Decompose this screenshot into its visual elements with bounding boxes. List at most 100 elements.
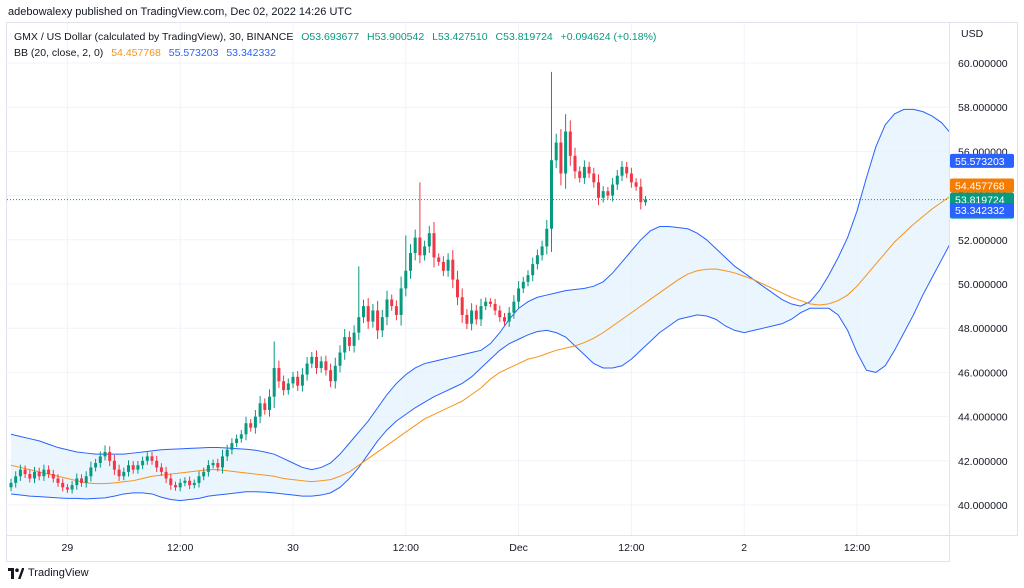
candle[interactable]: [545, 219, 549, 255]
candle[interactable]: [216, 458, 220, 472]
candle[interactable]: [338, 345, 342, 373]
time-axis[interactable]: [6, 536, 950, 562]
candle[interactable]: [512, 295, 516, 319]
candle[interactable]: [644, 195, 647, 206]
candle[interactable]: [535, 249, 539, 270]
candle[interactable]: [122, 467, 126, 481]
candle[interactable]: [206, 460, 210, 477]
candle[interactable]: [347, 331, 351, 352]
candle[interactable]: [197, 471, 201, 488]
candle[interactable]: [507, 306, 511, 327]
candle[interactable]: [202, 467, 206, 481]
candle[interactable]: [423, 240, 427, 261]
candle[interactable]: [174, 481, 177, 491]
candle[interactable]: [498, 305, 502, 322]
candle[interactable]: [183, 477, 187, 487]
candle[interactable]: [89, 461, 93, 482]
candle[interactable]: [103, 445, 107, 461]
candle[interactable]: [503, 312, 506, 326]
candle[interactable]: [639, 178, 643, 210]
candle[interactable]: [564, 114, 568, 189]
candle[interactable]: [305, 357, 309, 381]
candle[interactable]: [601, 186, 605, 203]
candle[interactable]: [597, 174, 600, 206]
candle[interactable]: [371, 304, 375, 328]
candle[interactable]: [47, 465, 51, 479]
candle[interactable]: [51, 469, 55, 483]
candle[interactable]: [517, 281, 521, 309]
candle[interactable]: [357, 266, 361, 340]
candle[interactable]: [239, 430, 243, 443]
candle[interactable]: [188, 476, 192, 490]
candle[interactable]: [446, 253, 450, 277]
candle[interactable]: [150, 452, 154, 465]
candle[interactable]: [178, 478, 182, 492]
candle[interactable]: [470, 303, 474, 331]
candle[interactable]: [366, 298, 370, 329]
candle[interactable]: [136, 461, 140, 474]
candle[interactable]: [578, 166, 582, 183]
candle[interactable]: [112, 455, 116, 475]
bb-indicator-label[interactable]: BB (20, close, 2, 0): [14, 47, 104, 59]
candle[interactable]: [441, 256, 445, 277]
candle[interactable]: [225, 444, 229, 462]
candle[interactable]: [606, 186, 610, 200]
candle[interactable]: [263, 398, 267, 415]
candle[interactable]: [56, 474, 60, 487]
candle[interactable]: [484, 297, 488, 311]
candle[interactable]: [437, 253, 441, 266]
candle[interactable]: [145, 452, 149, 465]
candle[interactable]: [413, 229, 417, 261]
candle[interactable]: [554, 133, 558, 169]
candle[interactable]: [592, 167, 596, 188]
candle[interactable]: [258, 396, 262, 424]
candle[interactable]: [526, 270, 530, 287]
candle[interactable]: [169, 473, 173, 490]
candle[interactable]: [479, 298, 483, 326]
candle[interactable]: [221, 449, 224, 474]
candle[interactable]: [9, 478, 13, 492]
candle[interactable]: [235, 434, 239, 448]
candle[interactable]: [324, 355, 328, 376]
candle[interactable]: [432, 222, 436, 268]
candle[interactable]: [385, 290, 389, 326]
candle[interactable]: [253, 410, 257, 434]
candle[interactable]: [230, 438, 234, 455]
candle[interactable]: [587, 161, 591, 179]
candle[interactable]: [625, 161, 629, 179]
candle[interactable]: [75, 473, 79, 490]
candle[interactable]: [465, 309, 469, 330]
price-badge[interactable]: 55.573203: [950, 153, 1014, 168]
candle[interactable]: [28, 469, 32, 483]
candle[interactable]: [164, 466, 168, 484]
candle[interactable]: [282, 375, 286, 396]
candle[interactable]: [300, 368, 304, 392]
candle[interactable]: [14, 471, 18, 488]
candle[interactable]: [329, 363, 333, 388]
candle[interactable]: [249, 419, 253, 432]
symbol-title[interactable]: GMX / US Dollar (calculated by TradingVi…: [14, 31, 294, 43]
candle[interactable]: [611, 178, 615, 202]
price-axis[interactable]: [950, 22, 1018, 536]
candle[interactable]: [404, 235, 408, 297]
candle[interactable]: [192, 479, 196, 489]
candle[interactable]: [291, 371, 295, 389]
candle[interactable]: [427, 225, 431, 254]
candle[interactable]: [568, 120, 572, 166]
candle[interactable]: [615, 169, 619, 190]
candle[interactable]: [117, 464, 121, 481]
currency-label[interactable]: USD: [961, 28, 984, 40]
candle[interactable]: [296, 371, 300, 391]
candle[interactable]: [272, 341, 276, 408]
footer-brand[interactable]: TradingView: [8, 567, 89, 579]
candle[interactable]: [540, 240, 544, 261]
candle[interactable]: [37, 467, 41, 481]
candle[interactable]: [277, 360, 281, 388]
candle[interactable]: [315, 350, 318, 374]
candle[interactable]: [127, 460, 130, 477]
candle[interactable]: [559, 129, 563, 186]
candle[interactable]: [108, 446, 112, 467]
candle[interactable]: [310, 351, 314, 369]
candle[interactable]: [376, 300, 380, 340]
